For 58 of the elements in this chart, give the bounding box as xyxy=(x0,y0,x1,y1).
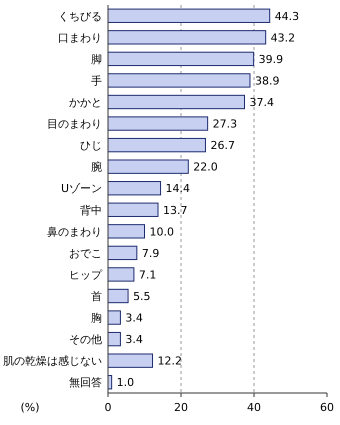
bar xyxy=(108,52,254,66)
data-label: 13.7 xyxy=(163,204,188,217)
data-label: 26.7 xyxy=(210,139,235,152)
bar xyxy=(108,116,208,131)
y-tick-label: 鼻のまわり xyxy=(47,225,102,238)
data-label: 10.0 xyxy=(150,225,174,238)
bar xyxy=(108,353,154,368)
y-tick-label: 首 xyxy=(91,290,102,303)
data-label: 1.0 xyxy=(116,376,134,390)
x-tick-label: 60 xyxy=(320,401,334,414)
data-label: 27.3 xyxy=(212,118,238,131)
y-tick-label: かかと xyxy=(69,96,102,109)
bar xyxy=(108,159,189,174)
y-tick-label: 肌の乾燥は感じない xyxy=(3,354,102,368)
bar xyxy=(108,94,246,110)
data-label: 22.0 xyxy=(193,160,218,174)
y-tick-label: ひじ xyxy=(80,139,102,152)
data-label: 3.4 xyxy=(125,333,143,346)
y-tick-label: 手 xyxy=(91,74,102,88)
bar xyxy=(108,310,121,325)
data-label: 14.4 xyxy=(166,182,190,196)
bar xyxy=(108,181,162,196)
y-tick-label: 腕 xyxy=(91,160,102,174)
data-label: 39.9 xyxy=(258,52,284,66)
y-tick-label: 脚 xyxy=(91,52,102,66)
data-label: 44.3 xyxy=(274,10,300,23)
x-axis-title: (%) xyxy=(20,401,40,414)
data-label: 43.2 xyxy=(270,31,296,44)
bar xyxy=(108,8,270,23)
data-label: 38.9 xyxy=(254,74,280,88)
data-label: 37.4 xyxy=(250,96,274,109)
data-label: 7.1 xyxy=(138,268,156,282)
y-tick-label: Uゾーン xyxy=(60,182,102,196)
bar xyxy=(108,288,129,304)
data-label: 12.2 xyxy=(158,354,182,368)
bar xyxy=(108,30,266,45)
bar xyxy=(108,73,250,88)
bar xyxy=(108,267,134,282)
bar xyxy=(108,224,145,239)
bar xyxy=(108,332,121,346)
y-tick-label: 目のまわり xyxy=(47,118,102,131)
y-tick-label: ヒップ xyxy=(69,268,103,282)
x-tick-label: 40 xyxy=(247,401,261,414)
y-tick-label: おでこ xyxy=(69,246,102,260)
data-label: 5.5 xyxy=(133,290,151,303)
y-tick-label: 口まわり xyxy=(58,31,102,44)
data-label: 3.4 xyxy=(125,312,143,325)
data-label: 7.9 xyxy=(142,246,160,260)
x-tick-label: 20 xyxy=(174,401,188,414)
y-tick-label: 背中 xyxy=(80,204,102,217)
bar xyxy=(108,246,138,260)
x-tick-label: 0 xyxy=(104,401,112,414)
bar xyxy=(108,202,159,217)
y-tick-label: 胸 xyxy=(91,312,102,325)
bar xyxy=(108,138,206,152)
y-tick-label: その他 xyxy=(69,333,102,346)
y-tick-label: 無回答 xyxy=(69,376,102,390)
y-tick-label: くちびる xyxy=(58,10,102,23)
